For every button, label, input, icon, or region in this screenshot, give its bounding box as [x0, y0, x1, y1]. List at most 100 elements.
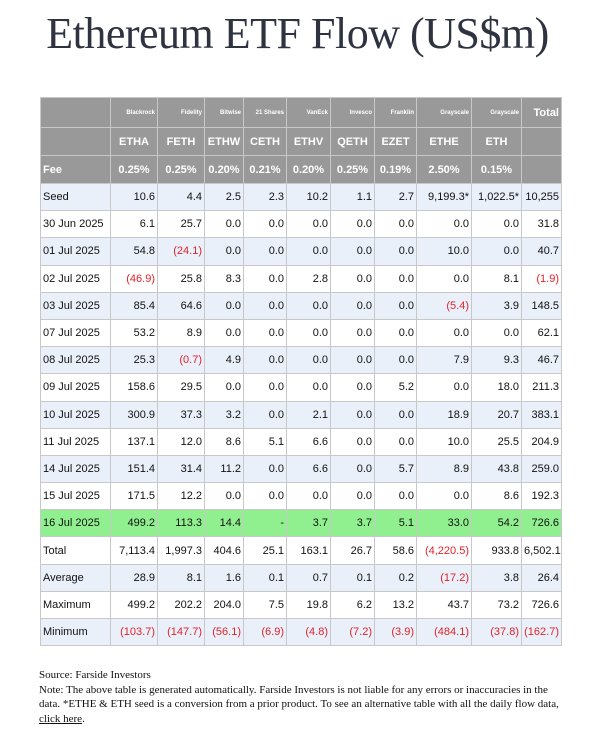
page-title: Ethereum ETF Flow (US$m) [46, 9, 549, 58]
ticker-row: ETHA FETH ETHW CETH ETHV QETH EZET ETHE ETH [40, 127, 562, 156]
flow-cell: 12.0 [157, 427, 205, 456]
flow-cell: 1.1 [330, 182, 375, 212]
flow-cell: 0.0 [204, 373, 244, 402]
flow-cell: 0.0 [243, 291, 287, 320]
flow-cell: 62.1 [521, 318, 562, 348]
flow-cell: 33.0 [416, 509, 472, 538]
flow-cell: (1.9) [521, 264, 562, 293]
etf-flow-table: Blackrock Fidelity Bitwise 21 Shares VanEck I… [40, 97, 562, 647]
issuer-header: VanEck [286, 97, 331, 128]
row-label: Minimum [40, 617, 111, 647]
row-label: Maximum [40, 590, 111, 620]
flow-cell: 3.2 [204, 400, 244, 429]
flow-cell: (4,220.5) [416, 536, 472, 565]
flow-cell: 0.0 [471, 237, 522, 266]
fee-cell: 0.25% [157, 155, 205, 184]
flow-cell: 6.2 [330, 590, 375, 620]
row-label: 03 Jul 2025 [40, 291, 111, 320]
table-row: 16 Jul 2025 499.2 113.3 14.4-3.7 3.7 5.1 33.0 5… [40, 509, 562, 538]
ticker-cell: EZET [374, 127, 417, 156]
flow-cell: 7.5 [243, 590, 287, 620]
flow-cell: 10.0 [416, 427, 472, 456]
flow-cell: 204.9 [521, 427, 562, 456]
issuer-header: Grayscale [416, 97, 472, 128]
flow-cell: 0.0 [330, 373, 375, 402]
flow-cell: 0.0 [286, 318, 331, 348]
fee-cell: 0.15% [471, 155, 522, 184]
table-row: 09 Jul 2025 158.6 29.5 0.0 0.0 0.0 0.0 5.2 0.0 18… [40, 373, 562, 402]
fee-cell: 0.19% [374, 155, 417, 184]
flow-cell: 0.0 [286, 346, 331, 375]
flow-cell: 0.0 [471, 210, 522, 239]
flow-cell: 0.0 [286, 482, 331, 511]
blank-total-ticker-cell [521, 127, 562, 156]
flow-cell: (0.7) [157, 346, 205, 375]
flow-cell: 29.5 [157, 373, 205, 402]
ticker-cell: ETHW [204, 127, 244, 156]
flow-cell: 53.2 [110, 318, 158, 348]
flow-cell: 5.1 [374, 509, 417, 538]
row-label: 02 Jul 2025 [40, 264, 111, 293]
flow-cell: 0.0 [243, 237, 287, 266]
issuer-header: Franklin [374, 97, 417, 128]
flow-cell: 163.1 [286, 536, 331, 565]
flow-cell: 0.0 [416, 482, 472, 511]
flow-cell: 0.0 [243, 318, 287, 348]
blank-total-fee-cell [521, 155, 562, 184]
flow-cell: 0.0 [204, 482, 244, 511]
flow-cell: 0.0 [243, 373, 287, 402]
flow-cell: 8.9 [157, 318, 205, 348]
flow-cell: 2.3 [243, 182, 287, 212]
flow-cell: 0.0 [243, 210, 287, 239]
flow-cell: 7,113.4 [110, 536, 158, 565]
flow-cell: 0.0 [330, 400, 375, 429]
table-row: 02 Jul 2025 (46.9) 25.8 8.3 0.0 2.8 0.0 0.0 0.0 8… [40, 264, 562, 293]
flow-cell: 0.0 [330, 482, 375, 511]
issuer-header: 21 Shares [243, 97, 287, 128]
flow-cell: 64.6 [157, 291, 205, 320]
row-label: 09 Jul 2025 [40, 373, 111, 402]
blank-header-cell [40, 97, 111, 128]
flow-cell: 58.6 [374, 536, 417, 565]
flow-cell: 2.1 [286, 400, 331, 429]
flow-cell: 0.0 [374, 318, 417, 348]
flow-cell: 54.2 [471, 509, 522, 538]
flow-cell: 0.0 [374, 346, 417, 375]
flow-cell: 10.2 [286, 182, 331, 212]
flow-cell: 0.0 [374, 400, 417, 429]
row-label: 01 Jul 2025 [40, 237, 111, 266]
footnotes: Source: Farside Investors Note: The abov… [39, 668, 559, 726]
flow-cell: 13.2 [374, 590, 417, 620]
flow-cell: (56.1) [204, 617, 244, 647]
flow-cell: 0.0 [243, 454, 287, 484]
flow-cell: 25.7 [157, 210, 205, 239]
flow-cell: (24.1) [157, 237, 205, 266]
flow-cell: 0.0 [471, 318, 522, 348]
flow-cell: 25.1 [243, 536, 287, 565]
flow-cell: 43.7 [416, 590, 472, 620]
row-label: 15 Jul 2025 [40, 482, 111, 511]
disclaimer-trailing: . [82, 712, 85, 725]
flow-cell: 383.1 [521, 400, 562, 429]
fee-cell: 2.50% [416, 155, 472, 184]
disclaimer-text: Note: The above table is generated autom… [39, 683, 559, 711]
flow-cell: 3.7 [286, 509, 331, 538]
flow-cell: 0.0 [286, 210, 331, 239]
flow-cell: 0.0 [374, 482, 417, 511]
flow-cell: 31.8 [521, 210, 562, 239]
flow-cell: 6.6 [286, 454, 331, 484]
flow-cell: 0.0 [243, 482, 287, 511]
flow-cell: 499.2 [110, 509, 158, 538]
flow-cell: (6.9) [243, 617, 287, 647]
flow-cell: 6,502.1 [521, 536, 562, 565]
flow-cell: 28.9 [110, 563, 158, 592]
flow-cell: 2.8 [286, 264, 331, 293]
flow-cell: 9,199.3* [416, 182, 472, 212]
flow-cell: 31.4 [157, 454, 205, 484]
flow-cell: 0.0 [374, 427, 417, 456]
click-here-link[interactable]: click here [39, 712, 83, 725]
flow-cell: 1,997.3 [157, 536, 205, 565]
flow-cell: 40.7 [521, 237, 562, 266]
flow-cell: 171.5 [110, 482, 158, 511]
flow-cell: 4.9 [204, 346, 244, 375]
